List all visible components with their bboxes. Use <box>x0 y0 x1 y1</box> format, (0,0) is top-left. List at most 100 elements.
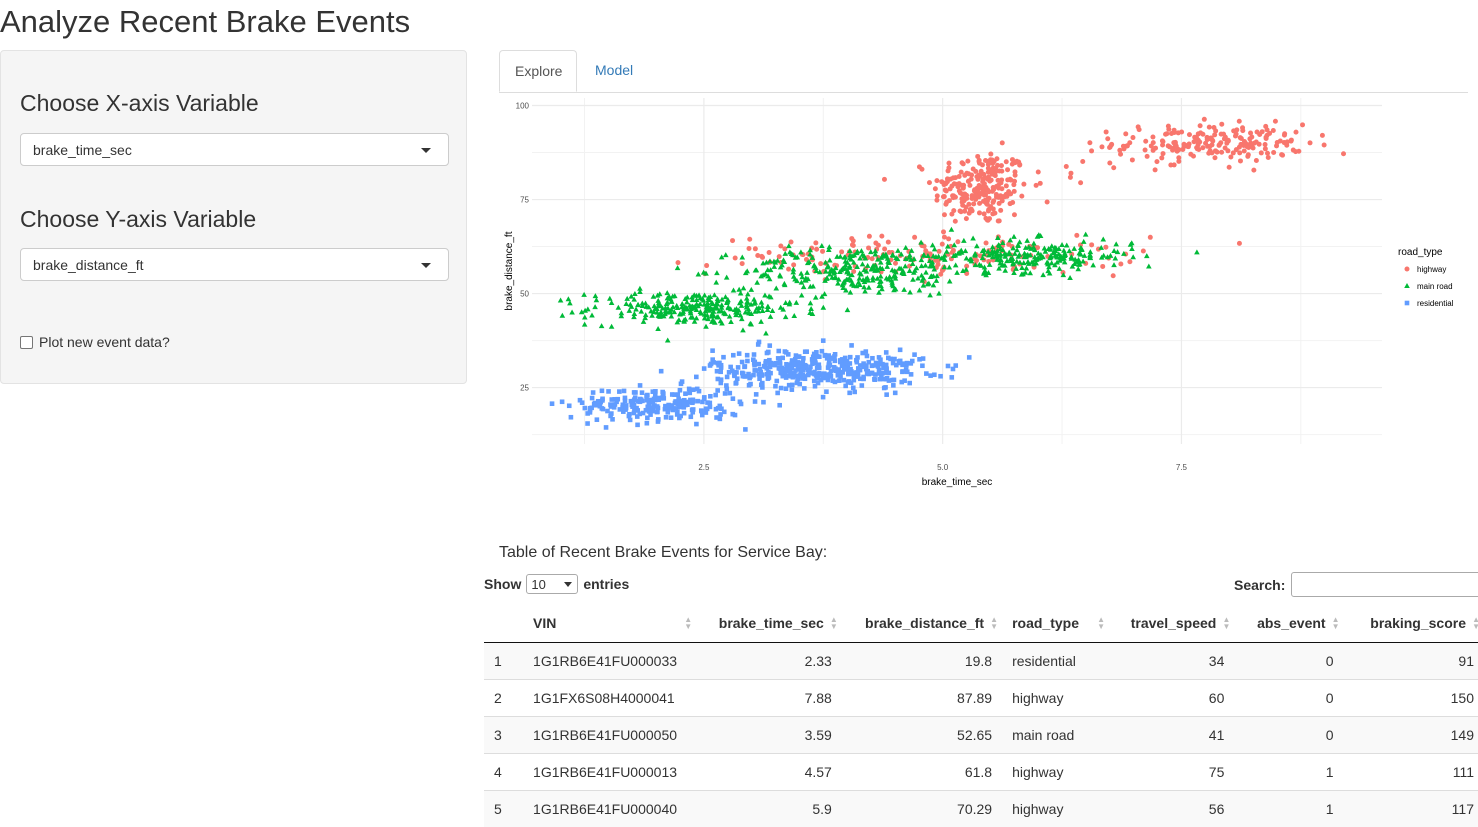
data-point <box>585 411 590 416</box>
x-axis-select[interactable]: brake_time_sec <box>20 133 449 166</box>
data-point <box>961 238 967 243</box>
data-point <box>801 360 806 365</box>
data-point <box>967 355 972 360</box>
data-point <box>930 242 936 247</box>
data-point <box>558 297 564 302</box>
data-point <box>560 399 565 404</box>
column-header-vin[interactable]: VIN▲▼ <box>523 604 696 643</box>
data-point <box>637 286 643 291</box>
data-point <box>942 235 947 240</box>
data-point <box>741 285 747 290</box>
data-point <box>1300 122 1305 127</box>
column-header-road-type[interactable]: road_type▲▼ <box>1002 604 1109 643</box>
x-axis-title: brake_time_sec <box>922 477 993 488</box>
table-cell: 61.8 <box>842 754 1002 791</box>
table-cell: 4 <box>484 754 523 791</box>
search-input[interactable] <box>1291 572 1478 597</box>
data-point <box>1238 158 1243 163</box>
data-point <box>921 356 926 361</box>
column-header-index[interactable] <box>484 604 523 643</box>
data-point <box>901 361 906 366</box>
data-point <box>1267 131 1272 136</box>
column-header-abs-event[interactable]: abs_event▲▼ <box>1234 604 1343 643</box>
data-point <box>740 360 745 365</box>
data-point <box>1145 154 1150 159</box>
sort-icon: ▲▼ <box>684 616 692 630</box>
data-point <box>1172 128 1177 133</box>
data-point <box>606 389 611 394</box>
data-point <box>704 263 709 268</box>
column-header-brake-time-sec[interactable]: brake_time_sec▲▼ <box>696 604 842 643</box>
tab-model[interactable]: Model <box>580 50 648 92</box>
data-point <box>1278 139 1283 144</box>
data-point <box>679 381 684 386</box>
data-point <box>1038 181 1043 186</box>
data-point <box>1225 148 1230 153</box>
plot-new-event-checkbox-row[interactable]: Plot new event data? <box>20 334 170 350</box>
data-point <box>1254 158 1259 163</box>
data-point <box>696 272 702 277</box>
data-point <box>919 167 924 172</box>
data-point <box>1004 192 1009 197</box>
tab-explore[interactable]: Explore <box>499 50 577 92</box>
sort-icon: ▲▼ <box>1332 616 1340 630</box>
plot-new-event-checkbox[interactable] <box>20 336 33 349</box>
y-axis-select[interactable]: brake_distance_ft <box>20 248 449 281</box>
data-point <box>831 378 836 383</box>
data-point <box>851 385 856 390</box>
data-point <box>1150 134 1155 139</box>
data-point <box>814 350 819 355</box>
data-point <box>824 389 829 394</box>
data-point <box>746 246 751 251</box>
data-point <box>1123 131 1128 136</box>
data-point <box>1148 235 1153 240</box>
data-point <box>664 415 669 420</box>
data-point <box>718 417 723 422</box>
data-point <box>932 372 937 377</box>
table-cell: 7.88 <box>696 680 842 717</box>
data-point <box>985 218 990 223</box>
data-point <box>669 415 674 420</box>
table-cell: 19.8 <box>842 643 1002 680</box>
data-point <box>946 161 951 166</box>
data-point <box>798 271 804 276</box>
data-point <box>764 372 769 377</box>
data-point <box>656 397 661 402</box>
data-point <box>882 177 887 182</box>
data-point <box>760 373 765 378</box>
entries-label: entries <box>583 576 629 592</box>
data-point <box>860 261 866 266</box>
entries-select[interactable]: 10 <box>526 574 578 594</box>
data-point <box>945 179 950 184</box>
data-point <box>860 383 865 388</box>
column-header-travel-speed[interactable]: travel_speed▲▼ <box>1109 604 1234 643</box>
data-point <box>815 366 820 371</box>
data-point <box>982 211 987 216</box>
data-point <box>675 265 681 270</box>
data-point <box>941 229 946 234</box>
data-point <box>674 303 680 308</box>
data-point <box>716 406 721 411</box>
data-point <box>600 388 605 393</box>
data-point <box>1241 143 1246 148</box>
data-point <box>1143 139 1148 144</box>
data-point <box>934 178 939 183</box>
column-header-brake-distance-ft[interactable]: brake_distance_ft▲▼ <box>842 604 1002 643</box>
data-point <box>861 377 866 382</box>
data-point <box>1248 130 1253 135</box>
data-point <box>1161 151 1166 156</box>
data-point <box>715 369 720 374</box>
sort-icon: ▲▼ <box>1097 616 1105 630</box>
data-point <box>1187 132 1192 137</box>
data-point <box>812 370 817 375</box>
data-point <box>655 410 660 415</box>
sort-icon: ▲▼ <box>1222 616 1230 630</box>
data-point <box>778 370 783 375</box>
column-header-braking-score[interactable]: braking_score▲▼ <box>1344 604 1478 643</box>
data-point <box>715 388 720 393</box>
